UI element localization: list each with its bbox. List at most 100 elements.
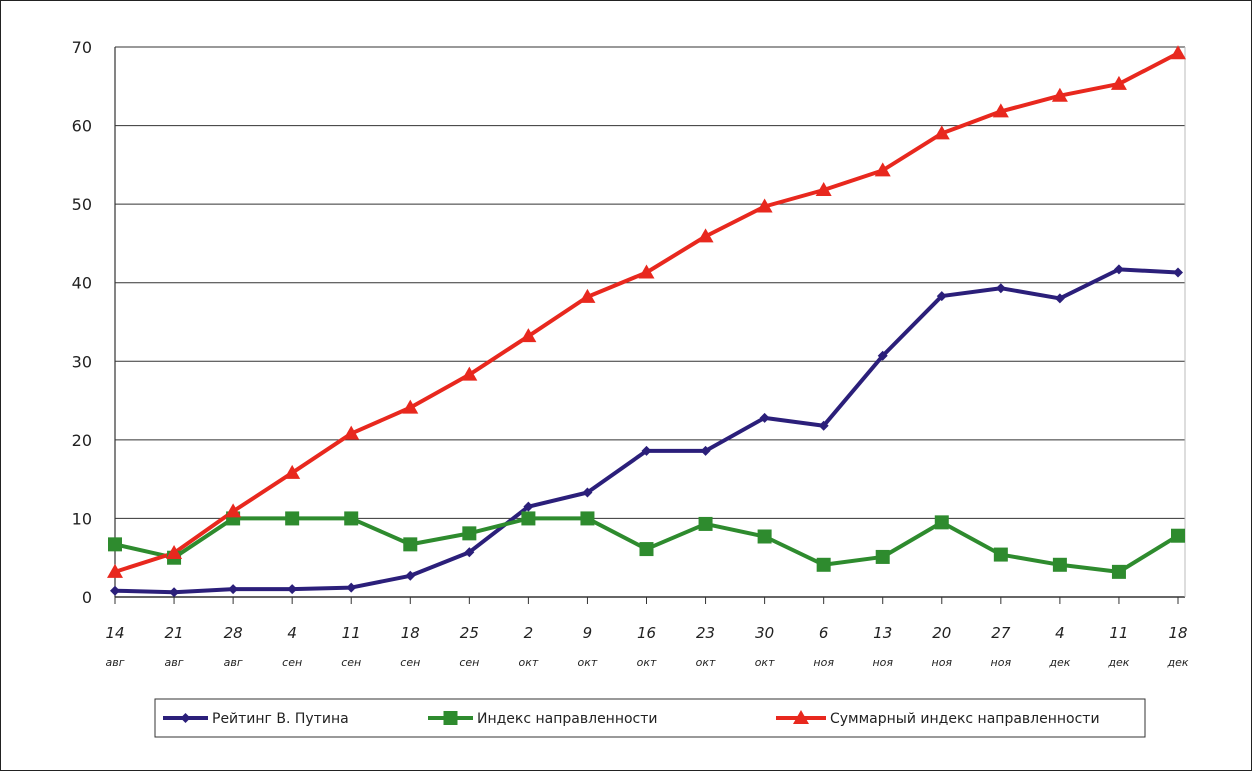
x-tick-label-day: 13 — [873, 624, 892, 642]
data-point-series-1 — [1113, 264, 1124, 275]
data-point-series-3 — [992, 103, 1009, 118]
data-point-series-1 — [700, 445, 711, 456]
legend-label: Суммарный индекс направленности — [830, 711, 1100, 727]
data-point-series-1 — [995, 283, 1006, 294]
y-tick-label: 10 — [72, 509, 92, 528]
data-point-series-1 — [228, 584, 239, 595]
legend-marker — [793, 710, 809, 724]
x-axis: 14 авг 21 авг 28 авг 4 сен 11 сен 18 сен 25 сен 2 окт 9 о… — [105, 597, 1189, 669]
x-tick-label-day: 4 — [287, 624, 297, 642]
x-tick-label-month: авг — [165, 656, 184, 669]
data-point-series-2 — [521, 511, 536, 526]
data-point-series-1 — [641, 445, 652, 456]
data-point-series-1 — [523, 501, 534, 512]
x-tick-label-day: 16 — [637, 624, 656, 642]
data-point-series-3 — [107, 563, 123, 578]
data-point-series-3 — [520, 328, 537, 343]
data-point-series-2 — [1052, 557, 1067, 572]
x-tick-label-month: сен — [400, 656, 420, 669]
x-tick-label-month: дек — [1048, 656, 1070, 669]
data-point-series-3 — [697, 228, 714, 243]
data-point-series-2 — [934, 515, 949, 530]
x-tick-label-month: сен — [282, 656, 302, 669]
x-tick-label-month: сен — [341, 656, 361, 669]
x-tick-label-month: ноя — [813, 656, 834, 669]
data-point-series-2 — [285, 511, 300, 526]
data-point-series-3 — [284, 464, 301, 479]
x-tick-label-month: окт — [755, 656, 775, 669]
data-point-series-1 — [1054, 293, 1065, 304]
data-point-series-1 — [110, 585, 120, 596]
data-point-series-3 — [225, 503, 242, 518]
legend: Рейтинг В. Путина Индекс направленности Су… — [154, 698, 1146, 738]
data-point-series-3 — [1170, 45, 1186, 60]
x-tick-label-day: 25 — [460, 624, 479, 642]
data-point-series-2 — [875, 549, 890, 564]
data-point-series-3 — [402, 399, 419, 414]
data-point-series-3 — [1110, 75, 1127, 90]
x-tick-label-month: ноя — [932, 656, 953, 669]
data-point-series-1 — [1173, 267, 1183, 278]
x-tick-label-day: 27 — [991, 624, 1011, 642]
data-point-series-2 — [108, 537, 122, 552]
y-tick-label: 20 — [72, 431, 92, 450]
x-tick-label-day: 6 — [819, 624, 829, 642]
data-point-series-2 — [1171, 528, 1185, 543]
x-tick-label-month: окт — [518, 656, 538, 669]
x-tick-label-day: 11 — [1109, 624, 1128, 642]
y-tick-label: 70 — [72, 38, 92, 57]
legend-marker — [443, 711, 458, 725]
x-tick-label-month: авг — [105, 656, 124, 669]
data-point-series-1 — [464, 547, 475, 558]
data-point-series-3 — [1051, 87, 1068, 102]
x-tick-label-month: окт — [696, 656, 716, 669]
data-point-series-3 — [815, 182, 832, 196]
x-tick-label-day: 23 — [696, 624, 715, 642]
x-tick-label-day: 28 — [224, 624, 243, 642]
data-point-series-2 — [993, 547, 1008, 562]
x-tick-label-day: 21 — [165, 624, 184, 642]
data-point-series-2 — [698, 516, 713, 531]
data-point-series-2 — [580, 511, 595, 526]
data-point-series-1 — [936, 291, 947, 302]
x-tick-label-day: 18 — [401, 624, 420, 642]
data-point-series-1 — [877, 350, 888, 361]
x-tick-label-day: 4 — [1055, 624, 1065, 642]
data-point-series-1 — [759, 412, 770, 423]
data-point-series-3 — [579, 288, 596, 303]
legend-box — [154, 698, 1146, 738]
data-point-series-2 — [757, 529, 772, 544]
series-markers — [107, 45, 1186, 598]
data-point-series-2 — [639, 542, 654, 557]
data-point-series-3 — [343, 425, 360, 440]
data-point-series-3 — [756, 198, 773, 213]
data-point-series-2 — [462, 526, 477, 541]
data-point-series-3 — [638, 264, 655, 279]
data-point-series-2 — [816, 557, 831, 572]
x-tick-label-day: 9 — [583, 624, 593, 642]
x-tick-label-day: 20 — [932, 624, 951, 642]
data-point-series-1 — [346, 582, 357, 593]
y-tick-label: 30 — [72, 352, 92, 371]
x-tick-label-month: сен — [459, 656, 479, 669]
legend-label: Рейтинг В. Путина — [212, 711, 349, 727]
series-lines — [114, 51, 1180, 595]
legend-label: Индекс направленности — [477, 711, 658, 727]
data-point-series-1 — [169, 587, 180, 598]
data-point-series-1 — [287, 584, 298, 595]
data-point-series-3 — [874, 162, 891, 177]
x-tick-label-day: 14 — [105, 624, 124, 642]
data-point-series-2 — [1111, 564, 1126, 579]
x-tick-label-day: 30 — [755, 624, 774, 642]
grid-lines — [115, 46, 1185, 598]
y-tick-label: 0 — [82, 588, 92, 607]
x-tick-label-month: дек — [1166, 656, 1188, 669]
data-point-series-2 — [403, 537, 418, 552]
x-tick-label-month: ноя — [872, 656, 893, 669]
data-point-series-3 — [461, 366, 478, 381]
x-tick-label-month: ноя — [991, 656, 1012, 669]
series-line-3 — [114, 51, 1179, 574]
x-tick-label-month: окт — [637, 656, 657, 669]
x-tick-label-month: авг — [224, 656, 243, 669]
